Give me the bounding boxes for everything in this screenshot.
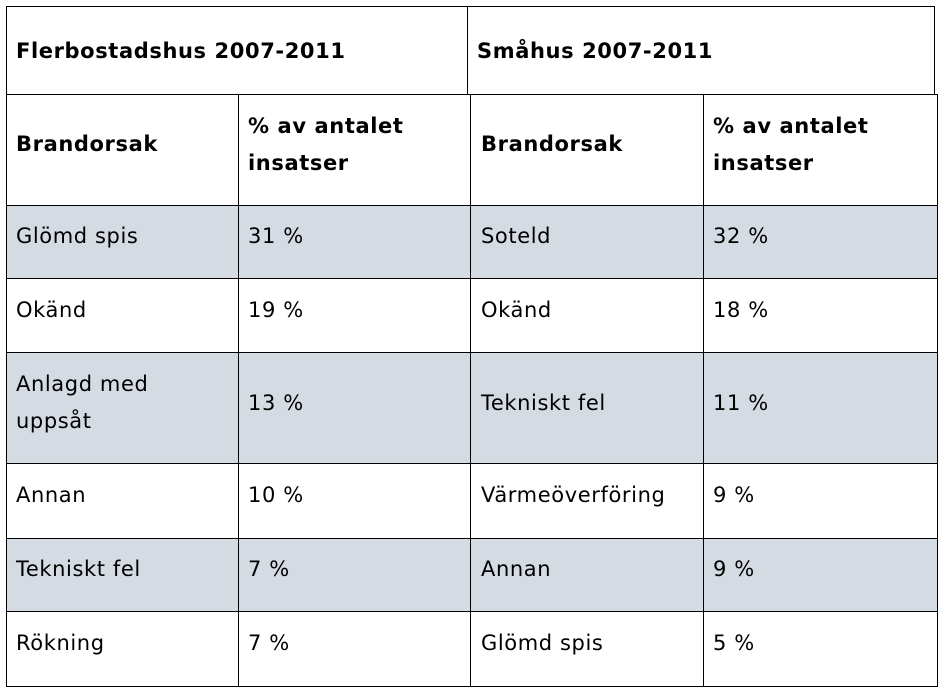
grid-line (470, 95, 471, 687)
table-cell-cause: Tekniskt fel (16, 557, 141, 581)
table-cell-cause: Annan (16, 483, 87, 507)
table-cell-cause: Rökning (16, 631, 105, 655)
table-cell-percent: 31 % (248, 224, 304, 248)
grid-line (467, 6, 468, 95)
grid-line (934, 6, 935, 95)
table-cell-percent: 19 % (248, 298, 304, 322)
table-cell-percent: 10 % (248, 483, 304, 507)
grid-line (6, 352, 938, 353)
grid-line (6, 205, 938, 206)
table-cell-cause: Glömd spis (16, 224, 139, 248)
grid-line (6, 463, 938, 464)
table-cell-percent: 5 % (713, 631, 755, 655)
column-header-percent: % av antalet insatser (248, 114, 404, 175)
table-cell-percent: 9 % (713, 483, 755, 507)
table-cell-cause: Annan (481, 557, 552, 581)
table-title: Flerbostadshus 2007-2011 (16, 39, 346, 63)
grid-line (469, 6, 935, 7)
column-header-percent: % av antalet insatser (713, 114, 869, 175)
grid-line (6, 278, 938, 279)
table-cell-percent: 13 % (248, 391, 304, 415)
table-cell-percent: 11 % (713, 391, 769, 415)
column-header-cause: Brandorsak (16, 132, 158, 156)
row-shade-3 (6, 353, 938, 463)
row-shade-1 (6, 206, 938, 278)
grid-line (238, 95, 239, 687)
table-cell-cause: Anlagd med uppsåt (16, 372, 149, 433)
table-title: Småhus 2007-2011 (477, 39, 714, 63)
grid-line (6, 538, 938, 539)
grid-line (703, 95, 704, 687)
grid-line (6, 6, 7, 687)
table-cell-cause: Värmeöverföring (481, 483, 666, 507)
table-cell-cause: Okänd (16, 298, 87, 322)
grid-line (6, 94, 938, 95)
table-cell-percent: 18 % (713, 298, 769, 322)
grid-line (6, 6, 469, 7)
table-cell-cause: Tekniskt fel (481, 391, 606, 415)
table-cell-cause: Okänd (481, 298, 552, 322)
table-cell-cause: Soteld (481, 224, 552, 248)
row-shade-5 (6, 539, 938, 611)
table-cell-cause: Glömd spis (481, 631, 604, 655)
table-cell-percent: 7 % (248, 557, 290, 581)
grid-line (6, 686, 938, 687)
table-cell-percent: 9 % (713, 557, 755, 581)
column-header-cause: Brandorsak (481, 132, 623, 156)
table-cell-percent: 32 % (713, 224, 769, 248)
table-cell-percent: 7 % (248, 631, 290, 655)
grid-line (6, 611, 938, 612)
grid-line (937, 95, 938, 687)
